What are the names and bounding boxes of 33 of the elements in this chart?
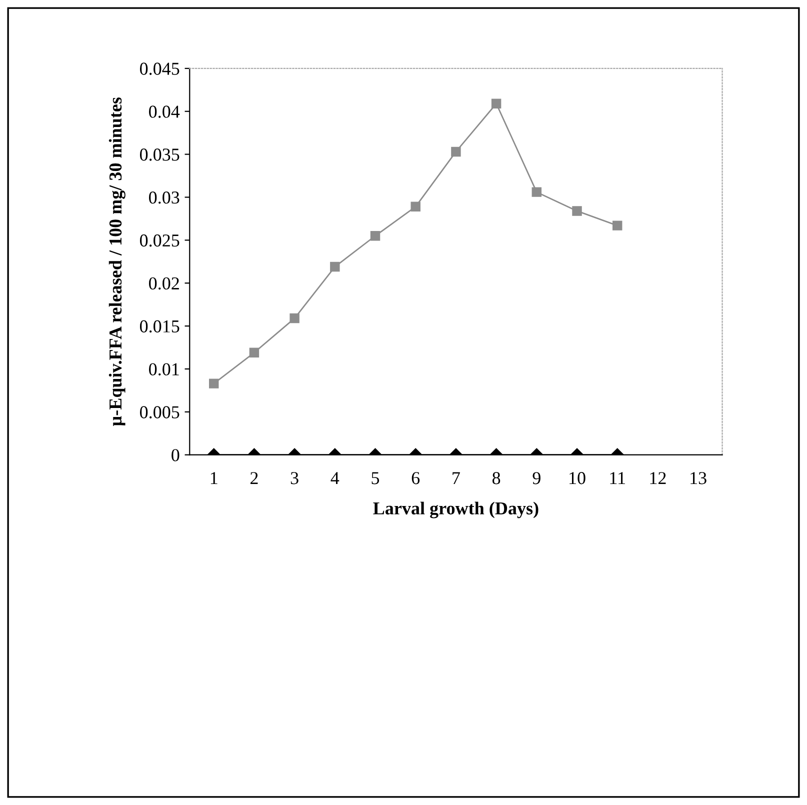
y-tick-label: 0.035 xyxy=(140,148,180,161)
point xyxy=(451,146,461,157)
x-tick-label: 4 xyxy=(330,472,340,484)
x-axis-title: Larval growth (Days) xyxy=(373,502,538,518)
point xyxy=(290,313,300,324)
x-tick-label: 10 xyxy=(570,472,586,484)
point xyxy=(572,206,582,216)
y-tick-label: 0.01 xyxy=(149,363,179,376)
y-tick-label: 0.02 xyxy=(149,277,179,290)
point xyxy=(410,202,420,212)
y-axis-title: µ-Equiv.FFA released / 100 mg/ 30 minutes xyxy=(108,97,126,426)
x-tick-label: 6 xyxy=(412,472,420,484)
x-tick-label: 12 xyxy=(650,472,666,484)
x-tick-label: 2 xyxy=(250,472,258,484)
x-tick-label: 8 xyxy=(492,472,500,484)
x-tick-label: 7 xyxy=(452,472,460,484)
y-tick-label: 0.025 xyxy=(140,234,180,247)
point xyxy=(370,231,380,241)
y-tick-label: 0.005 xyxy=(140,406,180,418)
x-tick-label: 1 xyxy=(210,472,218,484)
x-tick-label: 13 xyxy=(690,472,706,484)
point xyxy=(612,220,622,230)
y-tick-label: 0.04 xyxy=(149,106,180,118)
x-tick-label: 3 xyxy=(290,472,298,484)
x-tick-label: 11 xyxy=(610,472,625,484)
point xyxy=(330,262,340,272)
point xyxy=(532,187,542,197)
y-tick-label: 0.045 xyxy=(140,62,180,75)
x-tick-label: 5 xyxy=(372,472,380,484)
y-tick-label: 0 xyxy=(172,449,180,462)
y-tick-label: 0.03 xyxy=(149,191,180,204)
y-tick-label: 0.015 xyxy=(140,320,180,333)
x-tick-label: 9 xyxy=(532,472,540,484)
